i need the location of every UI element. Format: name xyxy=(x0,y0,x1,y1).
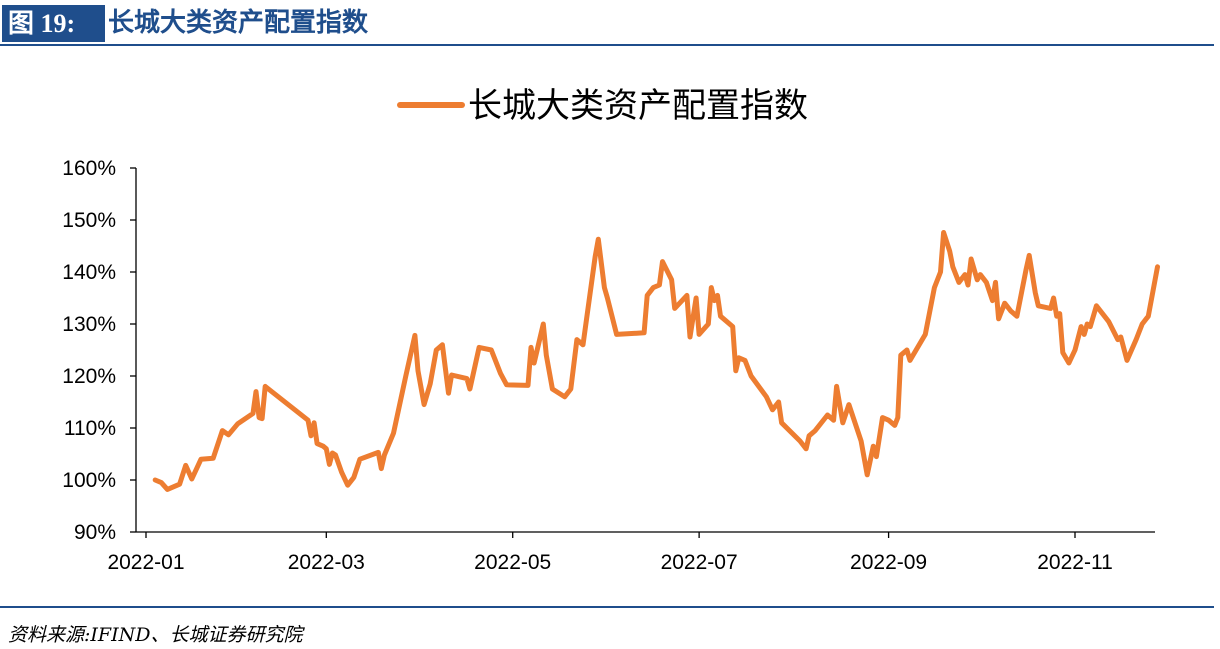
chart-legend: 长城大类资产配置指数 xyxy=(397,86,808,126)
y-tick-label: 160% xyxy=(62,157,116,180)
chart-axes: 90% 100% 110% 120% 130% 140% 150% 160% 2022-01 20… xyxy=(62,157,1155,574)
footer-divider xyxy=(0,606,1214,608)
figure-title: 长城大类资产配置指数 xyxy=(108,8,369,38)
source-note: 资料来源:IFIND、长城证券研究院 xyxy=(8,624,303,646)
y-tick-label: 110% xyxy=(64,417,116,440)
x-tick-label: 2022-03 xyxy=(288,551,365,574)
x-tick-label: 2022-09 xyxy=(850,551,927,574)
series-line xyxy=(152,230,1160,492)
legend-label: 长城大类资产配置指数 xyxy=(468,86,808,126)
figure-header: 图 19: 长城大类资产配置指数 xyxy=(0,0,1214,46)
x-tick-label: 2022-01 xyxy=(107,551,184,574)
y-tick-label: 150% xyxy=(62,209,116,232)
y-tick-label: 140% xyxy=(62,261,116,284)
y-tick-label: 100% xyxy=(62,469,116,492)
line-chart: 长城大类资产配置指数 90% 100% 110% 120% 130% 140% 150% 16… xyxy=(62,86,1160,574)
x-tick-label: 2022-07 xyxy=(661,551,738,574)
y-tick-label: 130% xyxy=(62,313,116,336)
chart-series xyxy=(152,230,1160,492)
y-tick-label: 90% xyxy=(74,521,116,544)
figure-number-badge: 图 19: xyxy=(2,5,105,42)
x-tick-label: 2022-05 xyxy=(474,551,551,574)
x-tick-label: 2022-11 xyxy=(1037,551,1113,574)
y-tick-label: 120% xyxy=(62,365,116,388)
